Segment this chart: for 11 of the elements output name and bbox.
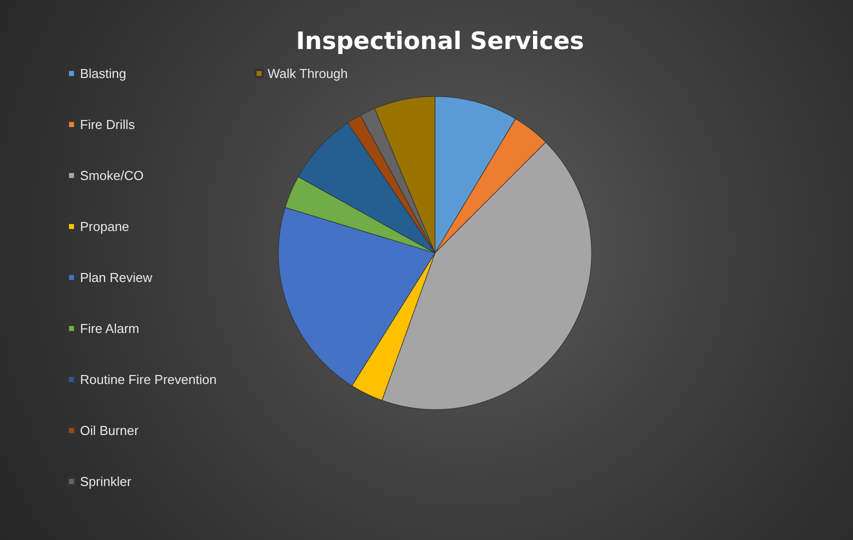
legend-label: Routine Fire Prevention (80, 372, 217, 387)
legend-label: Blasting (80, 66, 126, 81)
chart-title: Inspectional Services (296, 27, 584, 55)
legend-label: Fire Alarm (80, 321, 140, 336)
legend-label: Sprinkler (80, 474, 132, 489)
legend-label: Walk Through (268, 66, 348, 81)
legend-label: Propane (80, 219, 130, 234)
legend-label: Plan Review (80, 270, 153, 285)
legend-label: Smoke/CO (80, 168, 144, 183)
legend-label: Oil Burner (80, 423, 140, 438)
legend-label: Fire Drills (80, 117, 136, 132)
